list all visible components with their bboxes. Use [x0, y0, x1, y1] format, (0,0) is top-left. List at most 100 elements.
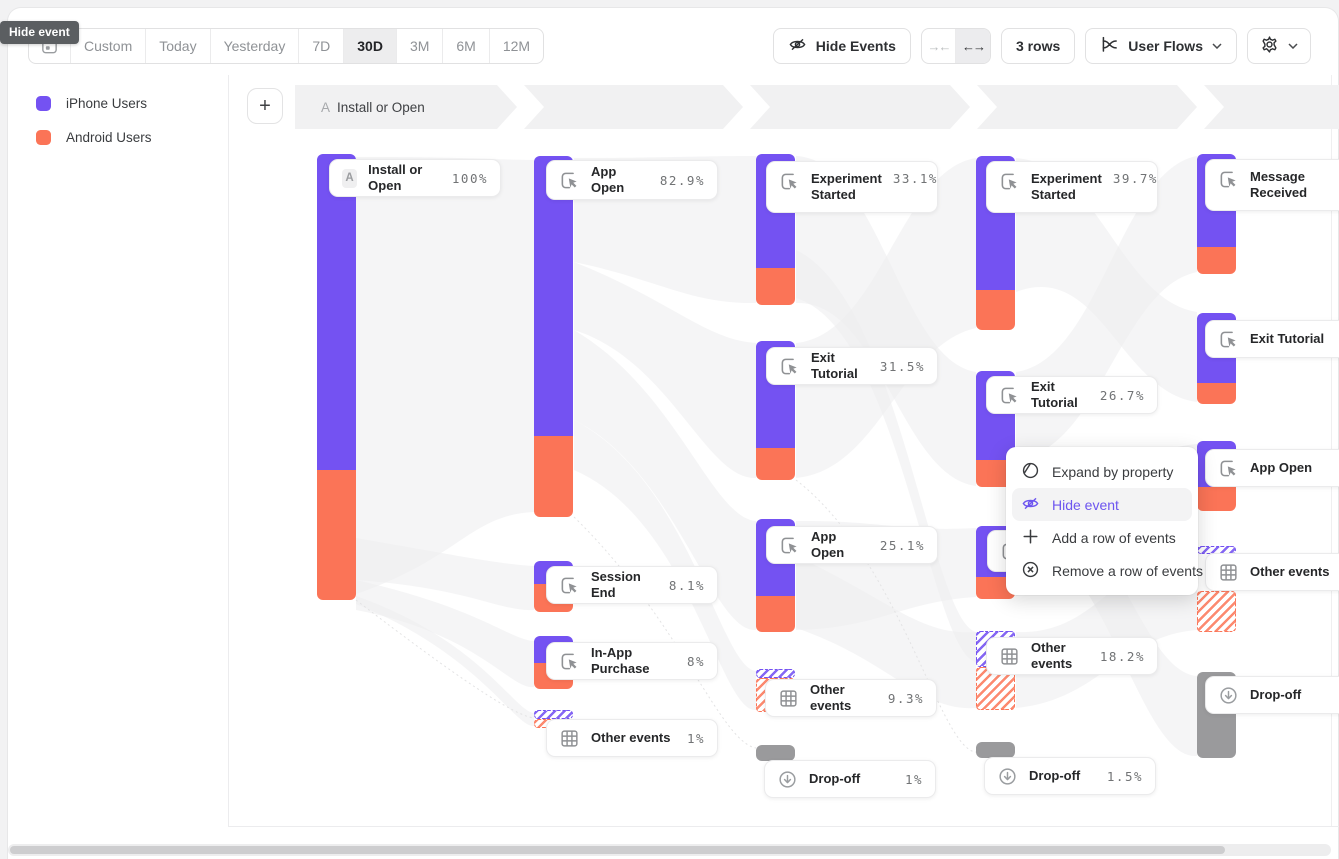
flow-node-label: Other events: [1031, 639, 1073, 671]
other-events-hatched-segment[interactable]: [1197, 591, 1236, 632]
flow-node-label: Exit Tutorial: [811, 349, 858, 381]
menu-item-add-a-row-of-events[interactable]: Add a row of events: [1012, 521, 1192, 554]
date-range-6m[interactable]: 6M: [443, 29, 490, 63]
add-step-button[interactable]: +: [247, 88, 283, 124]
other-events-hatched-segment[interactable]: [534, 710, 573, 719]
date-range-control: Custom Today Yesterday 7D 30D 3M 6M 12M: [28, 28, 545, 64]
settings-dropdown[interactable]: [1247, 28, 1311, 64]
flow-node-label: In-App Purchase: [591, 644, 650, 676]
toolbar-right: Hide Events →← ←→ 3 rows User Flows: [772, 28, 1311, 64]
flow-node-label: Other events: [1250, 563, 1330, 579]
event-icon: [559, 651, 580, 672]
expand-columns-button[interactable]: ←→: [955, 29, 990, 63]
flow-node-card-message-received[interactable]: Message Received: [1205, 159, 1339, 211]
flow-node-percent: 26.7%: [1099, 387, 1145, 403]
flow-node-percent: 1%: [686, 730, 705, 746]
menu-item-label: Remove a row of events: [1052, 562, 1203, 579]
grid-icon: [999, 646, 1020, 667]
flow-node-card-other-events[interactable]: Other events: [1205, 553, 1339, 591]
date-range-3m[interactable]: 3M: [397, 29, 444, 63]
dropoff-icon: [777, 769, 798, 790]
flow-node-label: Exit Tutorial: [1031, 378, 1078, 410]
series-legend: iPhone Users Android Users: [36, 96, 152, 164]
hide-events-button[interactable]: Hide Events: [772, 28, 911, 64]
event-icon: [1218, 169, 1239, 190]
iphone-users-segment: [534, 156, 573, 436]
event-icon: [779, 356, 800, 377]
flow-node-label: App Open: [591, 163, 625, 195]
menu-item-label: Add a row of events: [1052, 529, 1176, 546]
android-users-segment: [756, 448, 795, 480]
date-range-custom[interactable]: Custom: [71, 29, 147, 63]
flow-node-percent: 25.1%: [879, 537, 925, 553]
event-icon: [559, 575, 580, 596]
chevron-down-icon: [1212, 43, 1222, 49]
remove-circle-icon: [1021, 560, 1040, 582]
dropoff-bar[interactable]: [756, 745, 795, 761]
android-users-segment: [976, 290, 1015, 330]
event-icon: [779, 535, 800, 556]
flow-node-card-app-open[interactable]: App Open: [1205, 449, 1339, 487]
flow-node-card-exit-tutorial[interactable]: Exit Tutorial: [1205, 320, 1339, 358]
android-users-segment: [976, 577, 1015, 599]
hide-events-label: Hide Events: [815, 38, 896, 54]
flow-node-card-drop-off[interactable]: Drop-off: [1205, 676, 1339, 714]
user-flows-icon: [1100, 35, 1119, 57]
date-range-7d[interactable]: 7D: [299, 29, 345, 63]
flow-node-card-other-events[interactable]: Other events 18.2%: [986, 637, 1158, 675]
flow-node-card-app-open[interactable]: App Open 25.1%: [766, 526, 938, 564]
flow-node-label: Session End: [591, 568, 641, 600]
flow-node-bar-install-or-open[interactable]: [317, 154, 356, 600]
flow-node-card-drop-off[interactable]: Drop-off 1.5%: [984, 757, 1156, 795]
event-icon: [779, 171, 800, 192]
menu-item-hide-event[interactable]: Hide event: [1012, 488, 1192, 521]
dropoff-icon: [1218, 685, 1239, 706]
legend-item[interactable]: Android Users: [36, 130, 152, 145]
hide-event-icon: [1021, 494, 1040, 516]
flow-node-card-exit-tutorial[interactable]: Exit Tutorial 31.5%: [766, 347, 938, 385]
collapse-columns-button[interactable]: →←: [922, 29, 956, 63]
flow-node-card-experiment-started[interactable]: Experiment Started 39.7%: [986, 161, 1158, 213]
breadcrumb-step-2[interactable]: [524, 85, 743, 129]
menu-item-expand-by-property[interactable]: Expand by property: [1012, 455, 1192, 488]
date-range-30d[interactable]: 30D: [344, 29, 397, 63]
view-type-dropdown[interactable]: User Flows: [1085, 28, 1237, 64]
step-letter-chip: A: [342, 168, 358, 188]
dropoff-bar[interactable]: [976, 742, 1015, 758]
flow-node-percent: 39.7%: [1112, 171, 1158, 186]
menu-item-remove-a-row-of-events[interactable]: Remove a row of events: [1012, 554, 1203, 587]
other-events-hatched-segment[interactable]: [756, 669, 795, 678]
legend-label: iPhone Users: [66, 96, 148, 111]
flow-node-card-other-events[interactable]: Other events 9.3%: [765, 679, 937, 717]
rows-button[interactable]: 3 rows: [1000, 28, 1076, 64]
menu-item-label: Expand by property: [1052, 463, 1174, 480]
flow-node-card-exit-tutorial[interactable]: Exit Tutorial 26.7%: [986, 376, 1158, 414]
flow-node-label: Install or Open: [368, 161, 423, 193]
breadcrumb-step-3[interactable]: [750, 85, 970, 129]
flow-node-bar-app-open[interactable]: [534, 156, 573, 517]
date-range-yesterday[interactable]: Yesterday: [211, 29, 300, 63]
horizontal-scrollbar-thumb[interactable]: [10, 846, 1225, 854]
flow-node-percent: 100%: [451, 170, 488, 186]
flow-node-percent: 31.5%: [879, 358, 925, 374]
flow-node-card-install-or-open[interactable]: A Install or Open 100%: [329, 159, 501, 197]
legend-item[interactable]: iPhone Users: [36, 96, 152, 111]
flow-node-card-session-end[interactable]: Session End 8.1%: [546, 566, 718, 604]
event-icon: [999, 385, 1020, 406]
breadcrumb-step-4[interactable]: [977, 85, 1197, 129]
flow-node-percent: 1%: [904, 771, 923, 787]
date-range-today[interactable]: Today: [146, 29, 211, 63]
horizontal-scrollbar[interactable]: [8, 844, 1331, 856]
flow-node-card-other-events[interactable]: Other events 1%: [546, 719, 718, 757]
flow-node-card-experiment-started[interactable]: Experiment Started 33.1%: [766, 161, 938, 213]
date-range-12m[interactable]: 12M: [502, 38, 531, 54]
breadcrumb-step-label: A Install or Open: [321, 99, 425, 115]
flow-node-card-app-open[interactable]: App Open 82.9%: [546, 160, 718, 200]
breadcrumb-step-5[interactable]: [1204, 85, 1339, 129]
breadcrumb-step-1[interactable]: A Install or Open: [295, 85, 517, 129]
flow-node-card-in-app-purchase[interactable]: In-App Purchase 8%: [546, 642, 718, 680]
flow-node-card-drop-off[interactable]: Drop-off 1%: [764, 760, 936, 798]
rows-label: 3 rows: [1015, 38, 1061, 54]
android-users-segment: [756, 596, 795, 632]
flow-node-label: Other events: [591, 729, 671, 745]
